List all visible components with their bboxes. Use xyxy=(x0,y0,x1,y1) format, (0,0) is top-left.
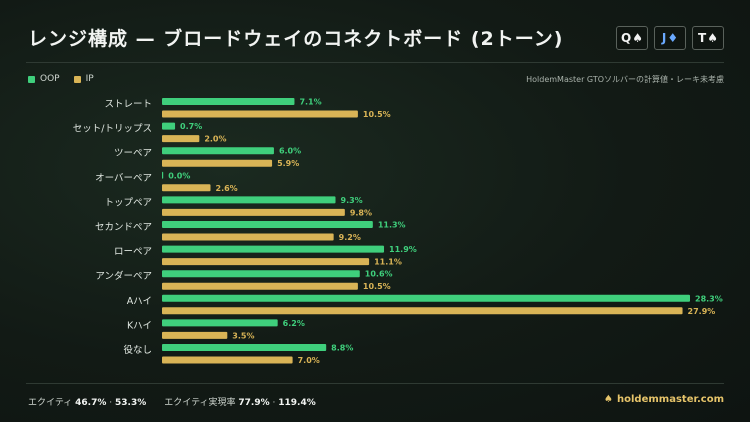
footer-stats: エクイティ 46.7% · 53.3% エクイティ実現率 77.9% · 119… xyxy=(28,395,316,408)
board-card-2: J ♦ xyxy=(654,26,686,50)
data-label-oop: 8.8% xyxy=(331,344,353,353)
category-label: ローペア xyxy=(114,247,152,258)
bar-ip xyxy=(162,135,200,143)
bar-oop xyxy=(162,196,336,204)
separator: · xyxy=(272,398,276,408)
bar-oop xyxy=(162,221,373,228)
bar-ip xyxy=(162,159,273,167)
spade-icon: ♠ xyxy=(604,394,614,405)
bar-oop xyxy=(162,344,327,351)
page-title: レンジ構成 — ブロードウェイのコネクトボード (2トーン) xyxy=(28,28,564,50)
bar-ip xyxy=(162,331,228,339)
separator: · xyxy=(109,398,113,408)
brand-label: holdemmaster.com xyxy=(617,394,724,405)
realization-ip-value: 119.4% xyxy=(278,398,316,408)
data-label-ip: 9.2% xyxy=(339,233,361,242)
spade-icon: ♠ xyxy=(707,31,718,45)
category-label: Aハイ xyxy=(127,296,152,307)
card-rank: T xyxy=(698,31,707,45)
data-label-oop: 11.3% xyxy=(378,221,406,230)
bar-ip xyxy=(162,356,293,364)
bar-ip xyxy=(162,233,334,241)
category-label: ストレート xyxy=(104,99,152,110)
realization-label: エクイティ実現率 xyxy=(164,398,236,408)
category-label: ツーペア xyxy=(114,148,152,159)
diamond-icon: ♦ xyxy=(667,31,679,45)
data-label-oop: 6.2% xyxy=(283,319,305,328)
category-label: オーバーペア xyxy=(95,173,152,184)
category-label: アンダーペア xyxy=(95,270,152,282)
bar-ip xyxy=(162,258,370,266)
bar-oop xyxy=(162,122,176,130)
data-label-ip: 11.1% xyxy=(374,258,402,267)
legend-item-ip: IP xyxy=(73,74,94,84)
legend-swatch-ip xyxy=(73,75,81,83)
bar-ip xyxy=(162,184,211,192)
bar-oop xyxy=(162,294,690,302)
data-label-oop: 28.3% xyxy=(695,294,723,303)
equity-stat: エクイティ 46.7% · 53.3% xyxy=(28,395,146,408)
legend-swatch-oop xyxy=(28,75,35,83)
brand-link[interactable]: ♠ holdemmaster.com xyxy=(604,394,724,405)
legend-label-oop: OOP xyxy=(40,74,60,84)
realization-oop-value: 77.9% xyxy=(238,398,270,408)
data-label-ip: 2.6% xyxy=(216,184,238,193)
bar-oop xyxy=(162,98,295,105)
bar-oop xyxy=(162,147,274,155)
divider-bottom xyxy=(26,383,724,384)
data-label-oop: 9.3% xyxy=(341,196,363,205)
equity-oop-value: 46.7% xyxy=(75,398,107,408)
bar-oop xyxy=(162,319,278,327)
board-card-3: T ♠ xyxy=(692,26,724,50)
legend: OOP IP xyxy=(28,74,94,84)
bar-ip xyxy=(162,282,358,290)
data-label-ip: 5.9% xyxy=(277,159,299,168)
bar-oop xyxy=(162,270,360,278)
equity-ip-value: 53.3% xyxy=(115,398,147,408)
board-card-1: Q ♠ xyxy=(616,26,648,50)
data-label-ip: 7.0% xyxy=(298,356,320,365)
category-label: 役なし xyxy=(123,344,152,356)
bar-oop xyxy=(162,245,385,253)
data-label-oop: 0.0% xyxy=(168,171,190,180)
legend-label-ip: IP xyxy=(85,74,94,84)
board-cards: Q ♠ J ♦ T ♠ xyxy=(616,26,724,50)
data-label-oop: 7.1% xyxy=(299,98,321,107)
category-label: トップペア xyxy=(104,197,152,208)
bar-ip xyxy=(162,208,345,216)
data-label-ip: 3.5% xyxy=(232,331,254,340)
data-label-ip: 10.5% xyxy=(363,110,391,119)
bar-oop xyxy=(162,171,164,179)
data-label-oop: 11.9% xyxy=(389,245,417,254)
data-label-oop: 6.0% xyxy=(279,147,301,156)
card-rank: J xyxy=(661,31,667,45)
legend-item-oop: OOP xyxy=(28,74,60,84)
equity-label: エクイティ xyxy=(28,398,73,408)
data-label-oop: 0.7% xyxy=(180,122,202,131)
category-label: セカンドペア xyxy=(95,222,152,233)
data-label-ip: 9.8% xyxy=(350,208,372,217)
card-rank: Q xyxy=(621,31,632,45)
data-label-ip: 27.9% xyxy=(688,307,716,316)
bar-ip xyxy=(162,307,683,315)
data-label-ip: 10.5% xyxy=(363,282,391,291)
bar-ip xyxy=(162,110,358,118)
divider-top xyxy=(26,62,724,63)
category-label: Kハイ xyxy=(127,320,152,331)
data-label-oop: 10.6% xyxy=(365,270,393,279)
source-note: HoldemMaster GTOソルバーの計算値・レーキ未考慮 xyxy=(526,75,724,84)
realization-stat: エクイティ実現率 77.9% · 119.4% xyxy=(164,395,316,408)
spade-icon: ♠ xyxy=(632,31,643,45)
data-label-ip: 2.0% xyxy=(204,135,226,144)
category-label: セット/トリップス xyxy=(73,124,152,135)
